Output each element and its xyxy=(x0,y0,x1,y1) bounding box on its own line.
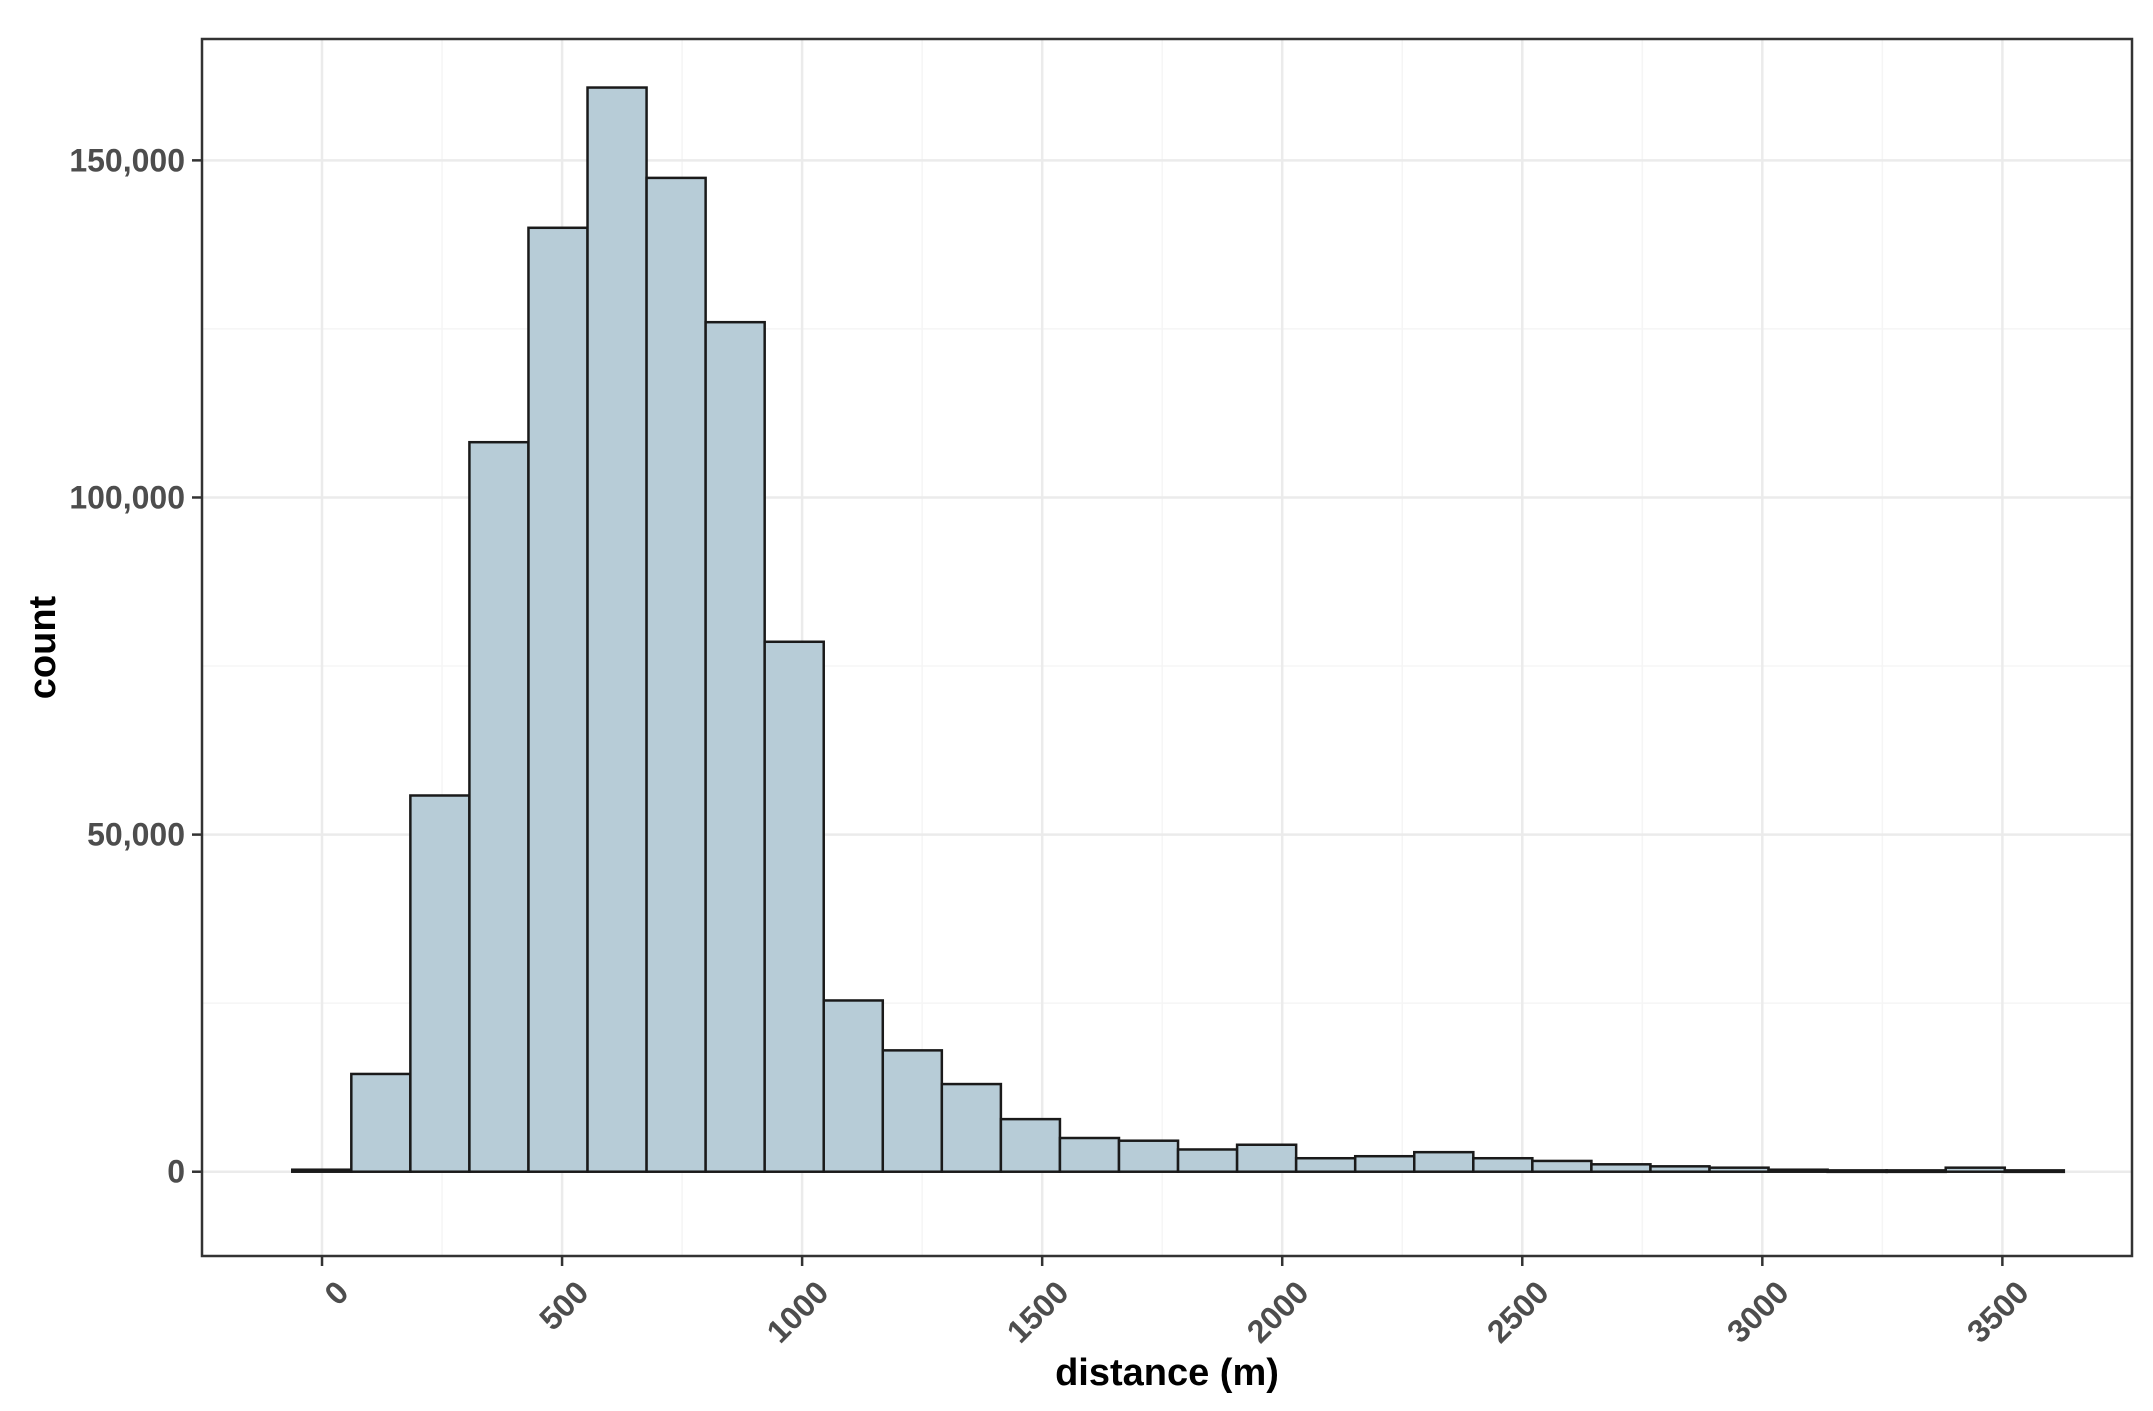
x-tick-label: 0 xyxy=(317,1274,355,1312)
histogram-bar xyxy=(2003,1169,2066,1174)
x-tick-label: 500 xyxy=(532,1274,595,1337)
histogram-bar xyxy=(881,1049,944,1173)
x-tick-label: 2500 xyxy=(1480,1274,1556,1350)
histogram-bar xyxy=(999,1117,1062,1173)
histogram-bar xyxy=(1058,1136,1121,1173)
histogram-bar xyxy=(350,1072,412,1173)
histogram-bar xyxy=(1294,1156,1357,1173)
histogram-bar xyxy=(940,1082,1003,1173)
panel-border xyxy=(200,37,2134,1258)
y-axis-title: count xyxy=(22,595,64,699)
histogram-bar xyxy=(1531,1159,1593,1173)
histogram-bar xyxy=(1649,1165,1711,1173)
histogram-bar xyxy=(586,86,648,1173)
histogram-bar xyxy=(1826,1169,1888,1174)
histogram-bar xyxy=(1472,1156,1534,1173)
histogram-bars xyxy=(291,86,2066,1174)
x-tick-label: 3500 xyxy=(1960,1274,2036,1350)
histogram-bar xyxy=(409,794,471,1173)
histogram-bar xyxy=(704,320,766,1173)
histogram-bar xyxy=(1767,1168,1829,1173)
histogram-bar xyxy=(1117,1139,1180,1173)
histogram-bar xyxy=(291,1168,353,1173)
histogram-bar xyxy=(763,640,825,1173)
y-tick-label: 150,000 xyxy=(69,142,185,178)
x-axis-title: distance (m) xyxy=(1055,1352,1279,1394)
x-axis-ticks: 0 500 1000 1500 2000 2500 3000 3500 xyxy=(317,1256,2036,1350)
histogram-bar xyxy=(1590,1163,1652,1173)
histogram-bar xyxy=(468,440,530,1173)
histogram-bar xyxy=(1353,1154,1416,1173)
histogram-bar xyxy=(1708,1166,1770,1173)
histogram-bar xyxy=(1885,1169,1947,1174)
y-tick-label: 0 xyxy=(167,1154,185,1190)
histogram-bar xyxy=(1944,1166,2007,1173)
histogram-bar xyxy=(1413,1150,1475,1173)
histogram-bar xyxy=(1176,1148,1239,1173)
x-tick-label: 1500 xyxy=(1000,1274,1076,1350)
y-tick-label: 100,000 xyxy=(69,479,185,515)
histogram-bar xyxy=(1235,1143,1298,1173)
x-tick-label: 2000 xyxy=(1240,1274,1316,1350)
histogram-bar xyxy=(822,999,885,1173)
y-axis-ticks: 0 50,000 100,000 150,000 xyxy=(69,142,202,1190)
x-tick-label: 3000 xyxy=(1720,1274,1796,1350)
histogram-bar xyxy=(645,176,707,1173)
x-tick-label: 1000 xyxy=(760,1274,836,1350)
histogram-bar xyxy=(527,226,589,1173)
y-tick-label: 50,000 xyxy=(87,817,185,853)
